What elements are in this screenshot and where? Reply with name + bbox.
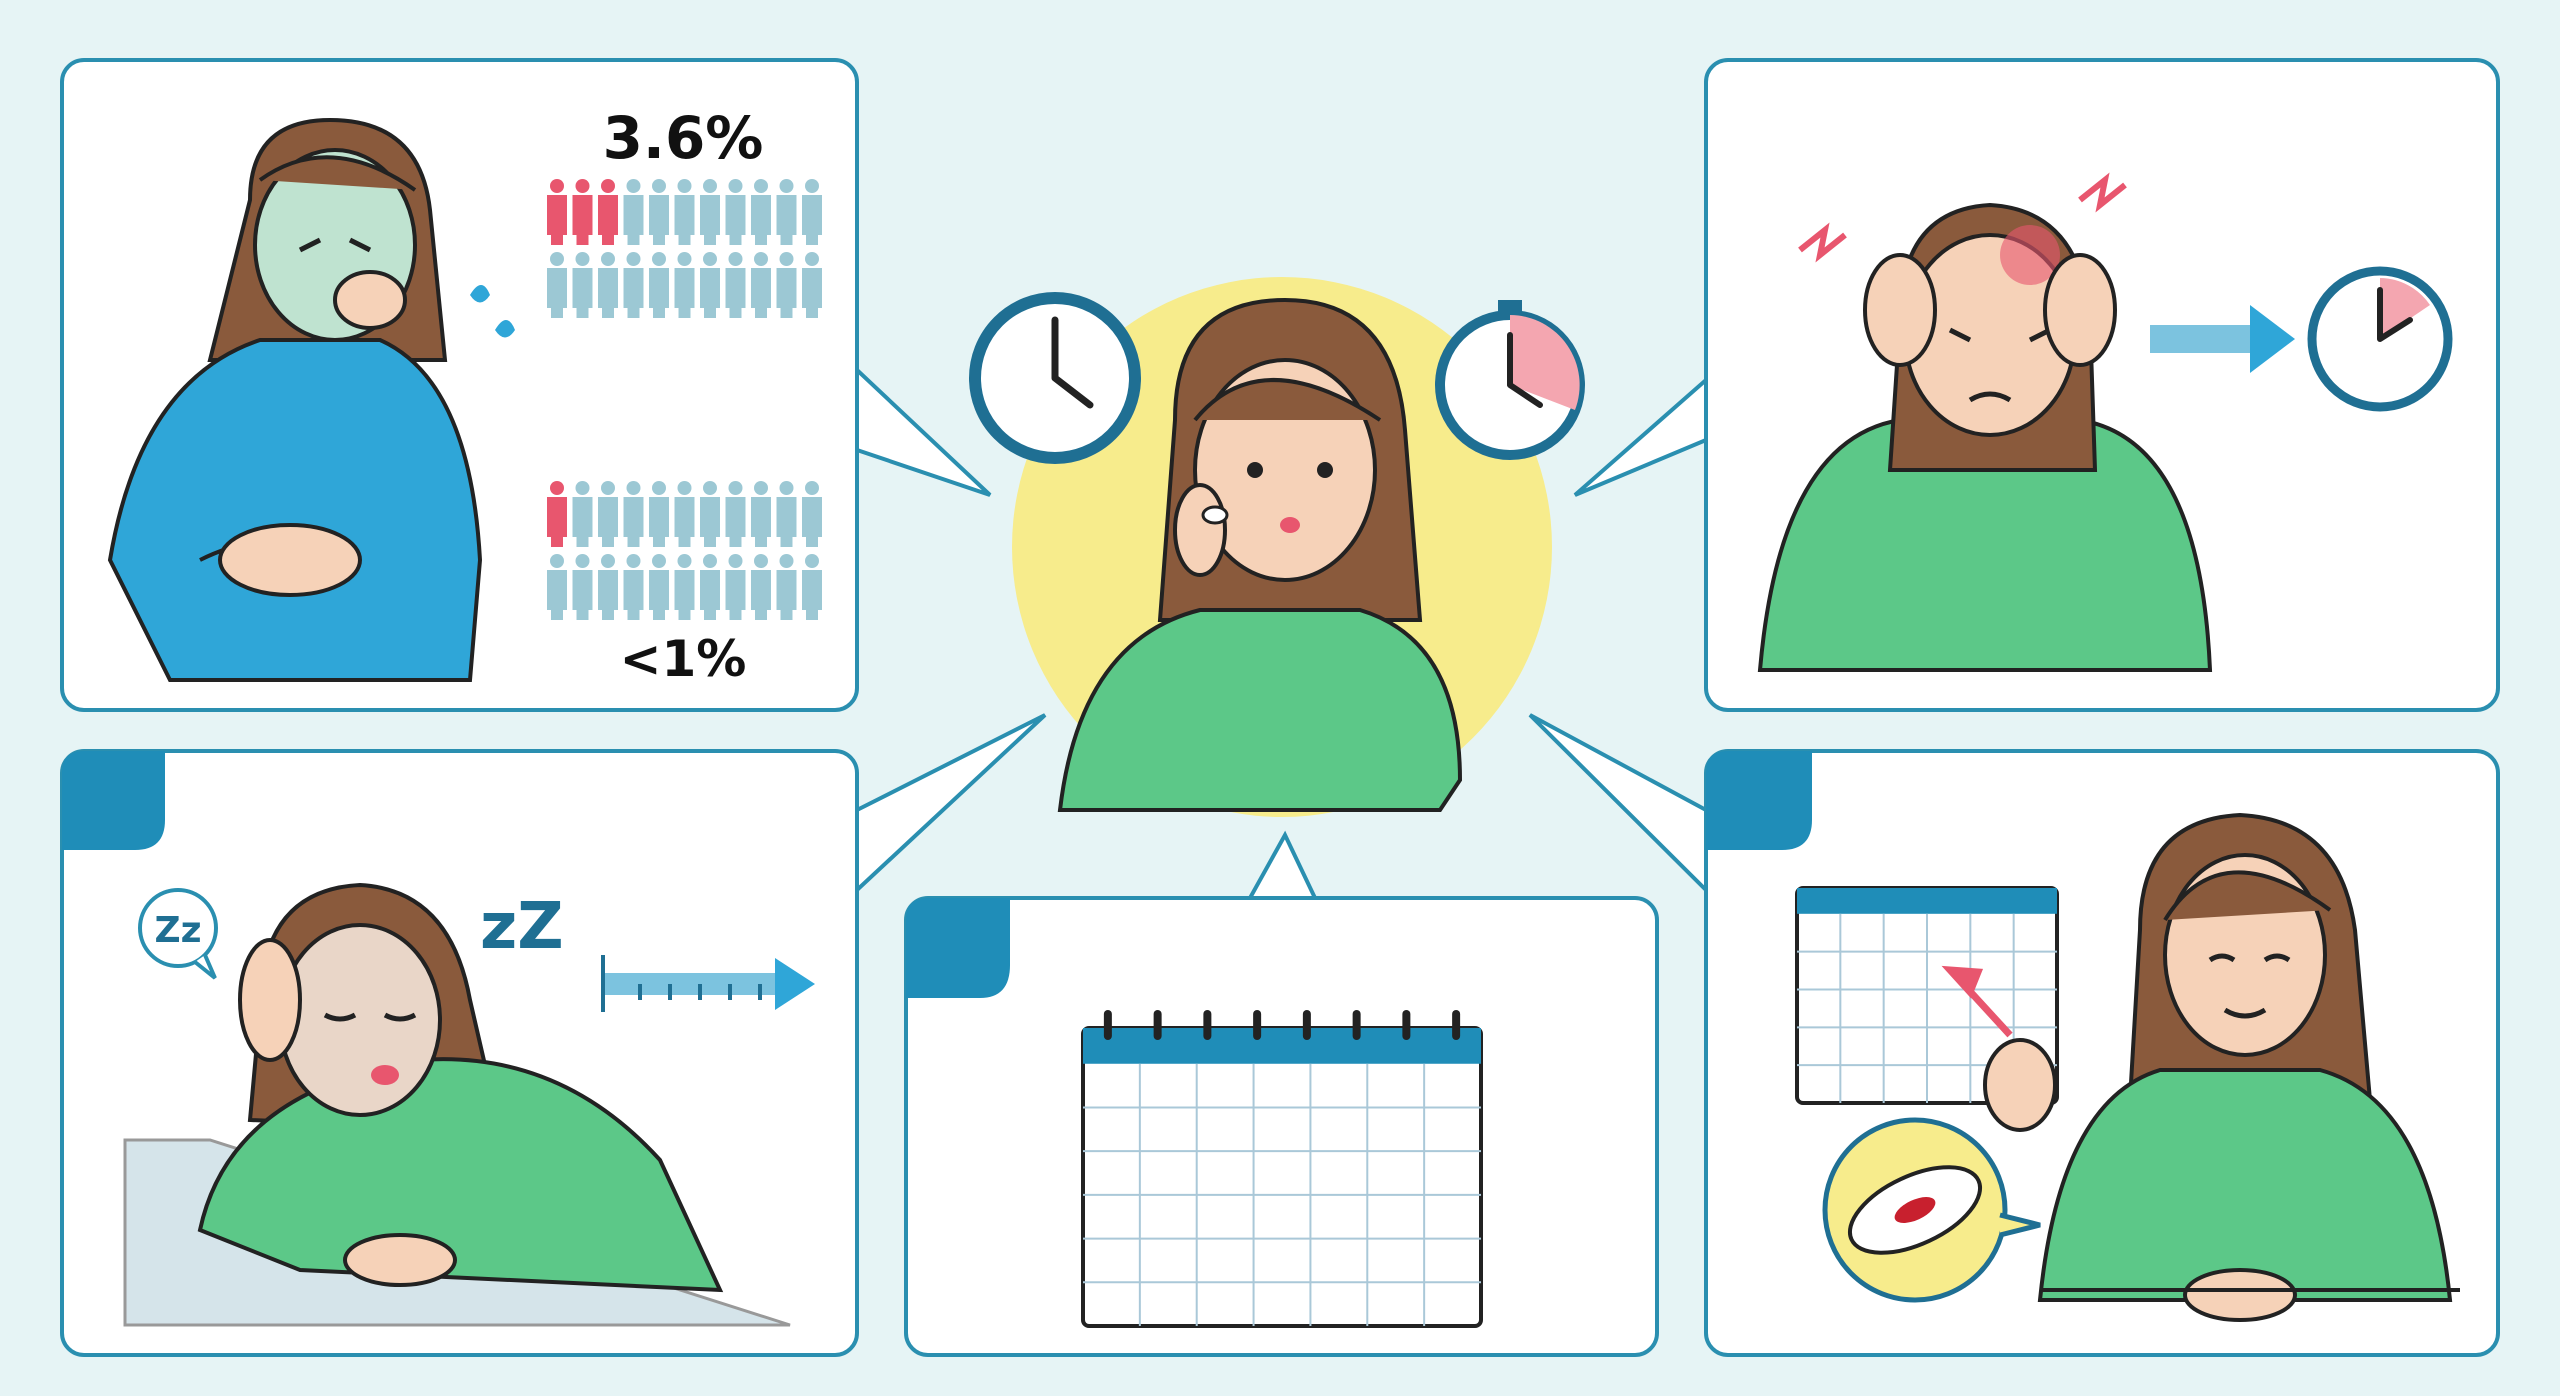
- bubble-zz-text: Zz: [154, 910, 201, 951]
- person-pictogram: [572, 554, 593, 620]
- person-pictogram: [700, 554, 720, 620]
- person-pictogram: [776, 554, 797, 620]
- corner-tab: [62, 751, 165, 850]
- person-pictogram: [725, 554, 746, 620]
- red-arrow-icon: [1941, 965, 2013, 1038]
- person-pictogram: [751, 179, 771, 245]
- stopwatch-icon: [1435, 300, 1585, 460]
- person-pictogram: [623, 179, 644, 245]
- person-pictogram: [572, 179, 593, 245]
- person-pictogram: [674, 554, 695, 620]
- sanitary-pad-icon: [1822, 1117, 2041, 1303]
- person-pictogram: [802, 554, 822, 620]
- person-pictogram: [598, 481, 618, 547]
- person-pictogram: [649, 554, 669, 620]
- person-pictogram: [725, 481, 746, 547]
- person-pictogram: [547, 481, 567, 547]
- person-pictogram: [802, 252, 822, 318]
- person-pictogram: [700, 179, 720, 245]
- sleep-zz-text: zZ: [480, 890, 564, 964]
- person-pictogram: [802, 481, 822, 547]
- person-pictogram: [802, 179, 822, 245]
- person-pictogram: [572, 481, 593, 547]
- person-pictogram: [649, 481, 669, 547]
- calendar-icon: [1081, 1010, 1483, 1328]
- sleepy-woman-illustration: [197, 882, 724, 1293]
- person-pictogram: [751, 252, 771, 318]
- arrow-right-icon: [2150, 305, 2295, 373]
- person-pictogram: [751, 481, 771, 547]
- callout-connectors: [855, 368, 1708, 899]
- person-pictogram: [598, 554, 618, 620]
- person-pictogram: [547, 252, 567, 318]
- person-pictogram: [776, 252, 797, 318]
- calendar-icon: [1795, 886, 2059, 1105]
- person-pictogram: [547, 554, 567, 620]
- person-pictogram: [547, 179, 567, 245]
- person-pictogram: [572, 252, 593, 318]
- person-pictogram: [623, 481, 644, 547]
- person-pictogram: [674, 481, 695, 547]
- woman-pointing-calendar-illustration: [1983, 812, 2460, 1322]
- clock-icon: [969, 292, 1141, 464]
- corner-tab: [1706, 751, 1812, 850]
- woman-taking-pill-illustration: [1057, 297, 1463, 812]
- person-pictogram: [649, 252, 669, 318]
- person-pictogram: [598, 252, 618, 318]
- person-pictogram: [751, 554, 771, 620]
- headache-woman-illustration: [1757, 172, 2213, 672]
- pictogram-top: [547, 179, 822, 318]
- person-pictogram: [623, 252, 644, 318]
- nausea-stat-bottom: <1%: [620, 630, 747, 688]
- pictogram-bottom: [547, 481, 822, 620]
- nausea-stat-top: 3.6%: [603, 104, 764, 172]
- person-pictogram: [674, 179, 695, 245]
- person-pictogram: [725, 252, 746, 318]
- speech-bubble: Zz: [138, 888, 218, 980]
- timeline-arrow-icon: [601, 955, 815, 1012]
- nausea-woman-illustration: [107, 117, 515, 682]
- person-pictogram: [700, 481, 720, 547]
- person-pictogram: [776, 179, 797, 245]
- person-pictogram: [725, 179, 746, 245]
- person-pictogram: [674, 252, 695, 318]
- person-pictogram: [649, 179, 669, 245]
- clock-icon: [2307, 266, 2453, 412]
- corner-tab: [906, 898, 1010, 998]
- person-pictogram: [776, 481, 797, 547]
- person-pictogram: [598, 179, 618, 245]
- person-pictogram: [623, 554, 644, 620]
- person-pictogram: [700, 252, 720, 318]
